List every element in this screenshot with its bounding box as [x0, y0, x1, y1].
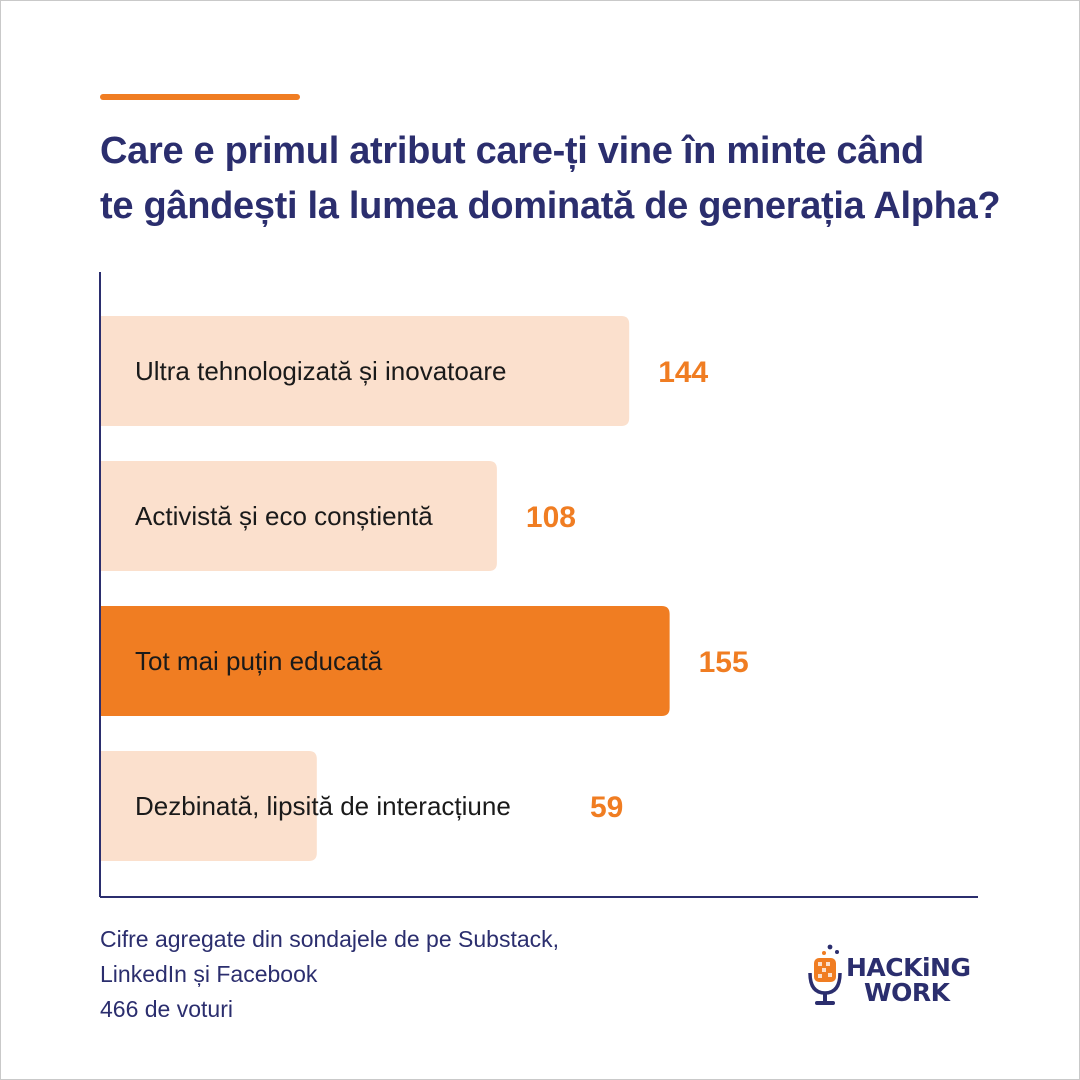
accent-line [100, 94, 300, 100]
bar [100, 316, 630, 426]
category-label: Tot mai puțin educată [135, 646, 383, 676]
category-label: Activistă și eco conștientă [135, 501, 433, 531]
title-line-2: te gândești la lumea dominată de generaț… [100, 185, 1001, 227]
footnote: Cifre agregate din sondajele de pe Subst… [100, 922, 660, 1027]
value-label: 144 [658, 356, 708, 389]
logo-line-2: WORK [864, 978, 950, 1007]
value-label: 155 [699, 646, 749, 679]
bar [100, 461, 497, 571]
logo-line-1: HACKiNG [846, 953, 971, 982]
hacking-work-logo: HACKiNG WORK [806, 943, 986, 1013]
footnote-line-1: Cifre agregate din sondajele de pe Subst… [100, 926, 560, 952]
value-label: 108 [526, 501, 576, 534]
title-line-1: Care e primul atribut care-ți vine în mi… [100, 130, 924, 172]
value-label: 59 [590, 791, 623, 824]
microphone-icon [808, 944, 842, 1005]
footnote-line-3: 466 de voturi [100, 996, 233, 1022]
category-label: Ultra tehnologizată și inovatoare [135, 356, 506, 386]
category-label: Dezbinată, lipsită de interacțiune [135, 791, 511, 821]
bar [100, 606, 670, 716]
poll-question-title: Care e primul atribut care-ți vine în mi… [100, 124, 1001, 234]
bar [100, 751, 317, 861]
logo-wordmark: HACKiNG WORK [846, 955, 971, 1005]
footnote-line-2: LinkedIn și Facebook [100, 961, 318, 987]
